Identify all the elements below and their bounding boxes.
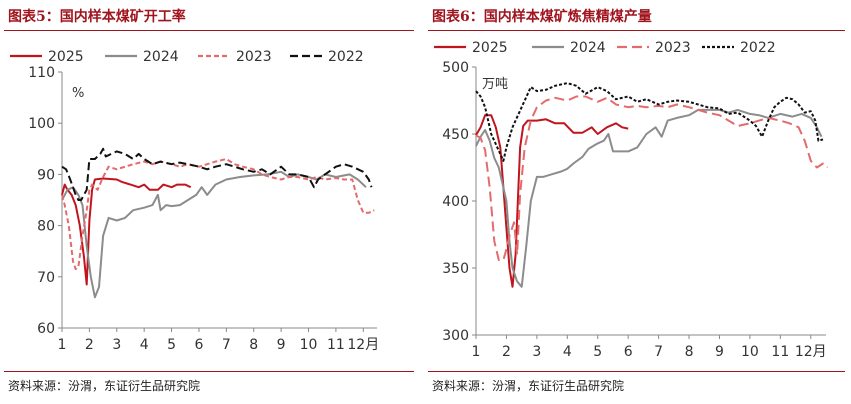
x-tick-label: 12月 [795,344,827,360]
chart-panel-coal-mine-operating-rate: 图表5：国内样本煤矿开工率 60 70 80 90 100 110 1 2 3 4 5 6 7 8 9 10 1… [0,0,420,404]
y-tick-label: 110 [28,65,55,81]
chart-title: 图表6：国内样本煤矿炼焦精煤产量 [432,9,652,25]
x-tick-label: 6 [624,344,633,360]
y-axis-unit-label: 万吨 [482,77,508,92]
x-tick-label: 11 [327,337,345,353]
x-tick-label: 8 [249,337,258,353]
x-tick-label: 1 [472,344,481,360]
series-line [475,108,823,288]
y-axis-unit-label: % [72,86,84,101]
x-tick-label: 7 [222,337,231,353]
x-tick-label: 7 [654,344,663,360]
x-tick-label: 1 [58,337,67,353]
series-line [61,170,367,299]
title-divider [4,30,414,31]
x-tick-label: 12月 [347,337,379,353]
x-tick-label: 6 [194,337,203,353]
x-tick-label: 3 [112,337,121,353]
x-tick-label: 10 [741,344,759,360]
y-tick-label: 70 [37,270,55,286]
source-divider [4,371,414,372]
legend-label: 2024 [570,40,606,56]
chart-source: 资料来源：汾渭，东证衍生品研究院 [8,379,201,393]
chart-title: 图表5：国内样本煤矿开工率 [8,9,186,25]
y-tick-label: 90 [37,167,55,183]
y-tick-label: 350 [442,261,469,277]
y-tick-label: 450 [442,127,469,143]
x-tick-label: 10 [300,337,318,353]
series-line [475,114,629,288]
y-tick-label: 100 [28,116,55,132]
y-tick-label: 60 [37,321,55,337]
chart-source: 资料来源：汾渭，东证衍生品研究院 [432,379,625,393]
x-tick-label: 2 [502,344,511,360]
y-tick-label: 500 [442,60,469,76]
x-tick-label: 5 [167,337,176,353]
x-tick-label: 8 [685,344,694,360]
x-tick-label: 3 [532,344,541,360]
series-line [475,95,829,261]
legend-label: 2023 [236,49,272,65]
legend-label: 2025 [48,49,84,65]
legend-label: 2025 [472,40,508,56]
y-tick-label: 80 [37,219,55,235]
series-line [475,82,824,162]
series-line [61,177,192,286]
line-chart-coking-coal-output: 300 350 400 450 500 1 2 3 4 5 6 7 8 9 10 11 12月 万吨 2025 202… [434,40,829,360]
line-chart-operating-rate: 60 70 80 90 100 110 1 2 3 4 5 6 7 8 9 10 11 12月% 2025 2024 2… [10,49,379,353]
source-divider [428,371,845,372]
chart-panel-coking-coal-output: 图表6：国内样本煤矿炼焦精煤产量 300 350 400 450 500 1 2 3 4 5 6 7 8… [424,0,851,404]
x-tick-label: 9 [715,344,724,360]
legend-label: 2023 [655,40,691,56]
y-tick-label: 400 [442,194,469,210]
x-tick-label: 4 [563,344,572,360]
title-divider [428,30,845,31]
legend-label: 2022 [740,40,776,56]
legend-label: 2024 [143,49,179,65]
x-tick-label: 2 [85,337,94,353]
y-tick-label: 300 [442,328,469,344]
x-tick-label: 5 [593,344,602,360]
legend-label: 2022 [328,49,364,65]
x-tick-label: 4 [140,337,149,353]
series-line [61,147,373,201]
x-tick-label: 9 [277,337,286,353]
x-tick-label: 11 [771,344,789,360]
